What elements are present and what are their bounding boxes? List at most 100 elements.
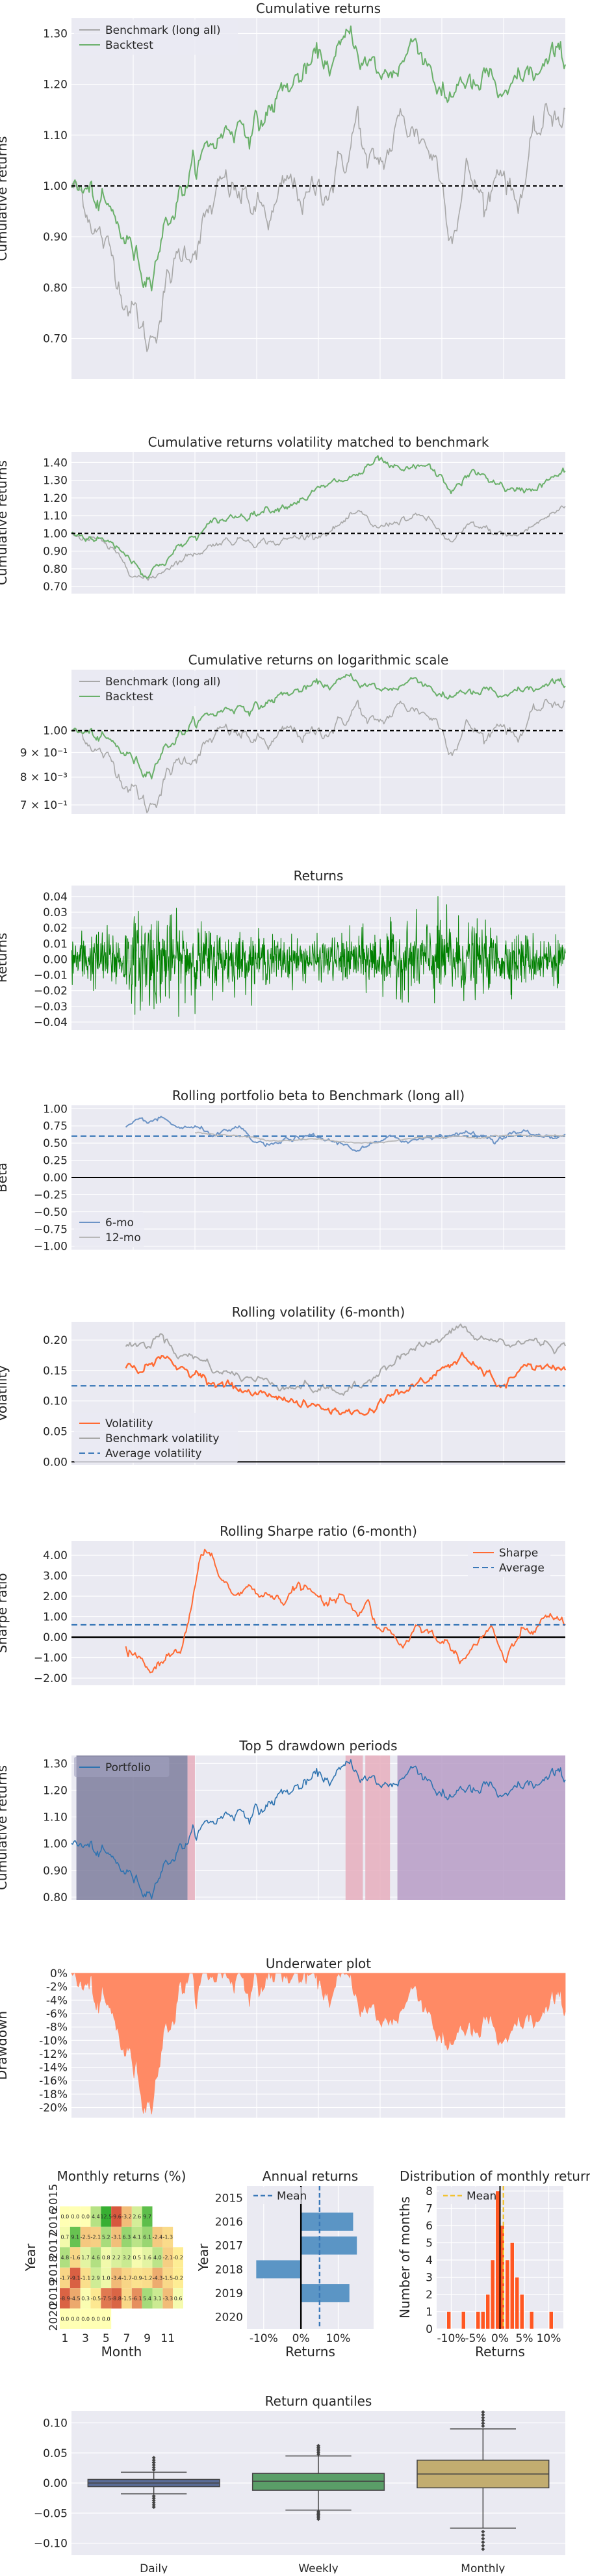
legend-entry-1: Backtest (105, 690, 153, 703)
heatmap-value: 4.4 (92, 2214, 100, 2220)
box-weekly (251, 2443, 385, 2521)
histogram-bar (520, 2294, 524, 2330)
chart-title: Rolling portfolio beta to Benchmark (lon… (172, 1088, 465, 1103)
annual-bar (256, 2260, 301, 2279)
y-tick-label: 2016 (47, 2207, 60, 2235)
histogram-bar (530, 2311, 534, 2330)
outlier-point (151, 2456, 156, 2460)
heatmap-cell (80, 2206, 91, 2227)
heatmap-value: 0.3 (81, 2296, 90, 2302)
heatmap-value: -1.7 (60, 2275, 70, 2281)
heatmap-cell (101, 2226, 112, 2248)
x-tick-label: 11 (160, 2332, 175, 2345)
heatmap-value: 12.5 (100, 2214, 112, 2220)
heatmap-cell (131, 2267, 142, 2289)
drawdown-period (345, 1755, 363, 1900)
histogram-bar (476, 2311, 480, 2330)
annual-bar (301, 2213, 353, 2231)
y-tick-label: −0.04 (34, 1016, 68, 1029)
heatmap-value: -9.1 (70, 2275, 81, 2281)
heatmap-cell (60, 2247, 70, 2268)
heatmap-value: -8.8 (111, 2296, 122, 2302)
heatmap-value: 4.6 (92, 2255, 100, 2261)
series-benchmark (71, 505, 566, 581)
heatmap-value: -0.9 (132, 2275, 142, 2281)
heatmap-cell (80, 2308, 91, 2329)
drawdown-period (187, 1755, 195, 1900)
outlier-point (481, 2536, 485, 2541)
heatmap-value: 9.7 (143, 2214, 151, 2220)
heatmap-cell (90, 2308, 101, 2329)
heatmap-value: -1.1 (81, 2275, 91, 2281)
heatmap-value: 6.3 (123, 2235, 131, 2241)
box-daily (87, 2456, 220, 2509)
heatmap-value: -0.5 (91, 2296, 101, 2302)
legend: Sharpe Average (468, 1542, 551, 1577)
y-tick-label: 0.00 (43, 953, 68, 966)
legend-entry-0: Volatility (105, 1417, 153, 1430)
heatmap-cell (131, 2288, 142, 2309)
y-tick-label: 0.05 (43, 2447, 68, 2460)
chart-title: Rolling Sharpe ratio (6-month) (220, 1523, 417, 1539)
y-tick-label: 9 × 10⁻¹ (20, 746, 68, 759)
heatmap-cell (80, 2288, 91, 2309)
heatmap-cell (142, 2206, 153, 2227)
heatmap-cell (131, 2247, 142, 2268)
heatmap-value: 0.0 (61, 2316, 70, 2322)
y-axis-label: Beta (0, 1163, 10, 1192)
panel-cum: 0.70 0.80 0.90 1.00 1.10 1.20 1.30 Cumulative r… (0, 1, 566, 379)
y-tick-label: −1.00 (34, 1241, 68, 1254)
x-axis-label: Returns (285, 2344, 335, 2359)
legend: Benchmark (long all) Backtest (74, 20, 238, 55)
y-tick-label: 0.50 (43, 1137, 68, 1150)
outlier-point (151, 2460, 156, 2465)
y-tick-label: 0.75 (43, 1120, 68, 1133)
heatmap-cell (101, 2247, 112, 2268)
heatmap-value: 1.0 (102, 2275, 110, 2281)
x-tick-label: 10% (326, 2332, 351, 2345)
histogram-bar (461, 2311, 466, 2330)
legend-frame (74, 1212, 144, 1247)
legend-entry-1: Benchmark volatility (105, 1432, 219, 1445)
y-tick-label: 1.30 (43, 1757, 68, 1770)
legend-entry-0: Mean (467, 2190, 496, 2203)
x-tick-label: 0% (491, 2332, 509, 2345)
y-tick-label: 2 (426, 2289, 433, 2302)
outlier-point (151, 2501, 156, 2505)
heatmap-cell (111, 2206, 122, 2227)
y-tick-label: 0.00 (43, 1456, 68, 1469)
heatmap-value: 1.7 (81, 2255, 90, 2261)
outlier-point (481, 2529, 485, 2534)
heatmap-cell (122, 2288, 132, 2309)
series-portfolio (71, 1759, 566, 1900)
y-tick-label: 0.70 (43, 581, 68, 594)
heatmap-value: 0.0 (102, 2316, 110, 2322)
heatmap-cell (80, 2226, 91, 2248)
heatmap-cell (142, 2267, 153, 2289)
y-tick-label: 2020 (215, 2311, 243, 2324)
heatmap-cell (173, 2267, 183, 2289)
y-axis-label: Returns (0, 933, 10, 983)
y-tick-label: 0.00 (43, 1631, 68, 1644)
chart-title: Cumulative returns volatility matched to… (148, 434, 489, 450)
y-axis-label: Year (196, 2243, 211, 2272)
outlier-point (151, 2463, 156, 2467)
heatmap-cell (70, 2247, 81, 2268)
y-tick-label: −0.01 (34, 969, 68, 982)
y-tick-label: 5 (426, 2237, 433, 2250)
heatmap-cell (70, 2308, 81, 2329)
y-tick-label: −0.25 (34, 1189, 68, 1202)
heatmap-value: 0.8 (102, 2255, 110, 2261)
panel-monthly: Monthly returns (%)0.0 0.0 0.0 4.4 12.5 -9.6-… (23, 2168, 186, 2359)
x-tick-label: -5% (465, 2332, 486, 2345)
heatmap-value: 3.2 (123, 2255, 131, 2261)
heatmap-value: -8.9 (60, 2296, 70, 2302)
series-backtest (71, 673, 566, 780)
y-tick-label: 3.00 (43, 1570, 68, 1583)
outlier-point (481, 2424, 485, 2428)
legend-entry-0: Sharpe (499, 1547, 538, 1560)
y-tick-label: -2% (46, 1981, 68, 1994)
y-tick-label: 2019 (215, 2287, 243, 2300)
heatmap-cell (90, 2206, 101, 2227)
heatmap-value: 2.9 (92, 2275, 100, 2281)
